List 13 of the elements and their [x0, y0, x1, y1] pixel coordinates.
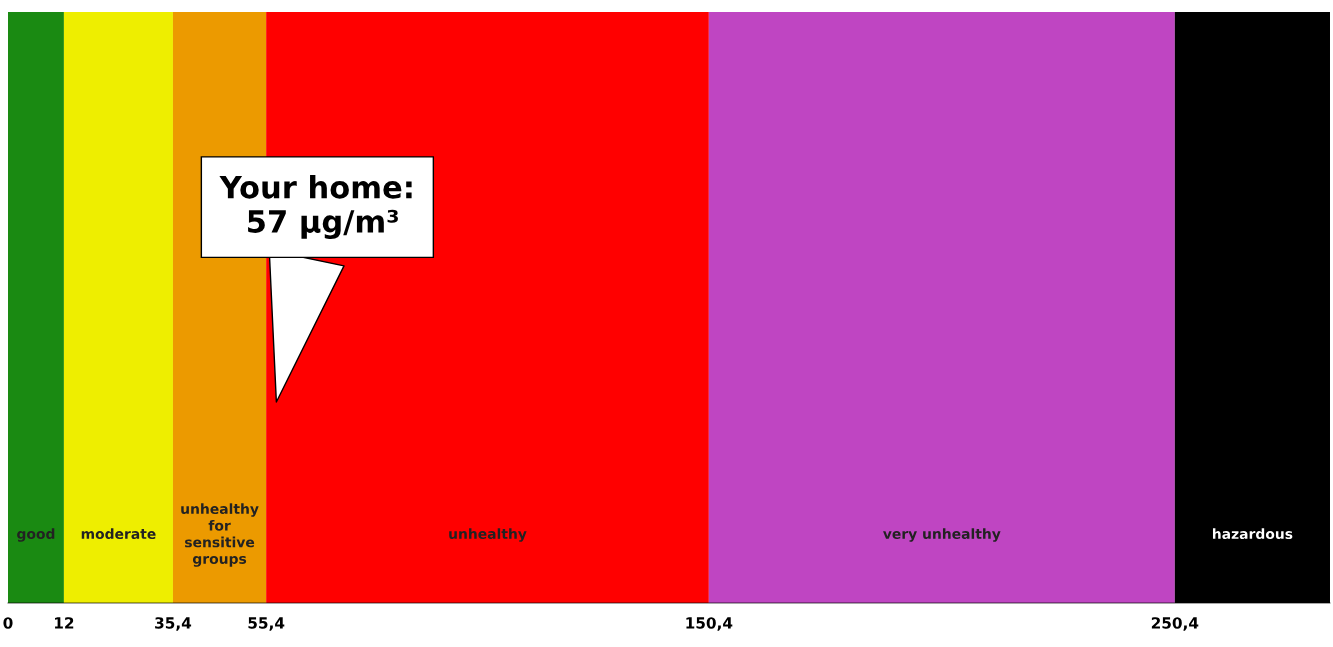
x-tick-label: 12: [55, 617, 74, 629]
x-tick-label: 55,4: [248, 617, 285, 631]
annotation: Your home: 57 µg/m³: [219, 175, 412, 240]
series-label: good: [17, 528, 55, 542]
series-label: very unhealthy: [883, 528, 1001, 542]
x-tick-label: 0: [3, 617, 13, 629]
series-label: moderate: [81, 528, 156, 540]
series-label: unhealthy for sensitive groups: [181, 503, 259, 567]
series-label: unhealthy: [449, 528, 527, 542]
series-label: hazardous: [1212, 528, 1293, 540]
x-tick-label: 35,4: [155, 617, 192, 631]
x-tick-label: 150,4: [686, 617, 733, 631]
x-tick-label: 250,4: [1151, 617, 1199, 631]
